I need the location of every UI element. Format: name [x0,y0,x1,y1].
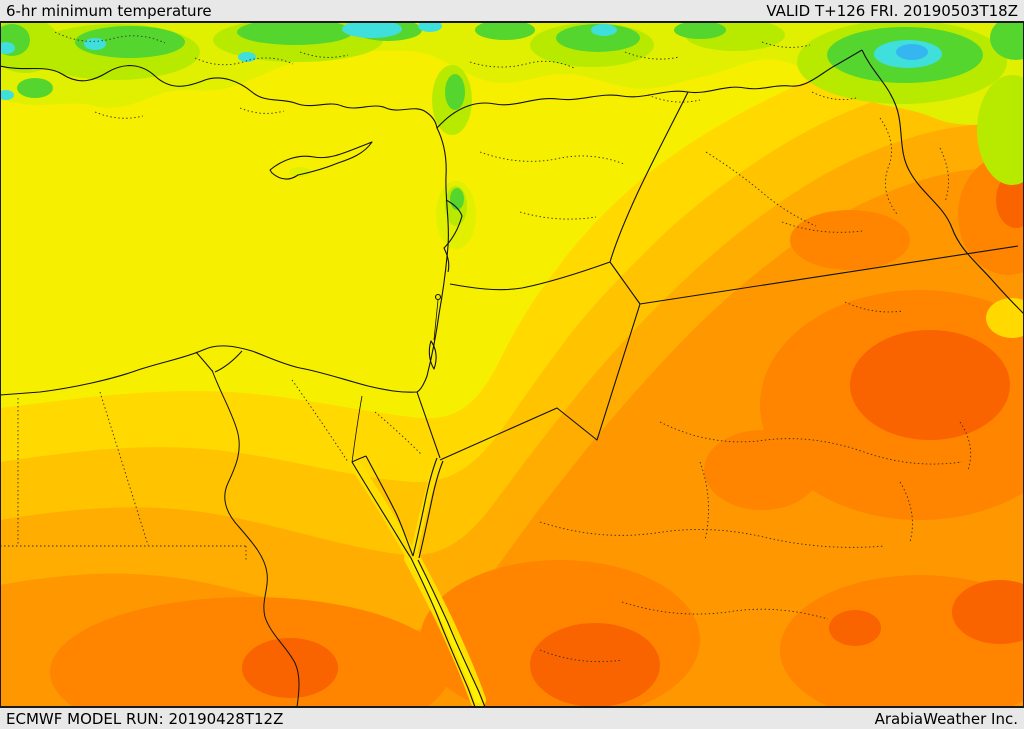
national-border-lines [416,49,1024,461]
cold-blob [556,24,640,52]
hottest-core-east-edge [996,172,1024,228]
hottest-core-saudi [850,330,1010,440]
admin-boundaries-dotted [0,31,972,663]
coldest-blob [238,52,256,62]
jordan-river [433,299,439,341]
cold-blob [75,26,185,58]
cold-blob [990,16,1024,60]
coldest-blob [84,38,106,50]
country-borders [0,49,1024,708]
hot-blob-central-iraq [790,210,910,270]
map-title: 6-hr minimum temperature [6,1,212,20]
coldest-blob [0,42,15,54]
admin-boundary-lines [0,31,972,663]
cyprus-cool-spot [289,167,311,177]
cold-blob-lebanon [450,188,464,210]
valid-time-label: VALID T+126 FRI. 20190503T18Z [766,1,1018,20]
cold-temperature-zone [0,16,1024,249]
map-footer-bar: ECMWF MODEL RUN: 20190428T12Z ArabiaWeat… [0,707,1024,729]
cold-blob [475,20,535,40]
dead-sea [428,340,437,370]
suez-canal [351,395,363,463]
hottest-core-upper-egypt [242,638,338,698]
coastline-mediterranean [0,65,449,396]
cyprus-coastline [269,141,373,180]
nile-river [195,350,300,708]
coldest-blob [342,20,402,38]
persian-gulf-cool-patch [986,298,1024,338]
coldest-blob [591,24,617,36]
coldest-blob [0,90,14,100]
cold-blob [17,78,53,98]
red-sea-coastline [351,455,486,708]
coldest-core-northeast [896,44,928,60]
cold-blob [237,19,353,45]
model-run-label: ECMWF MODEL RUN: 20190428T12Z [6,709,284,728]
temp-band-orange [0,167,1024,729]
credit-label: ArabiaWeather Inc. [874,709,1018,728]
sea-of-galilee [434,293,442,301]
gulf-of-suez-streak [348,457,418,564]
red-sea-streak-core [409,555,481,703]
cold-blob [674,21,726,39]
hottest-core-southeast [952,580,1024,644]
hottest-core-west-saudi [530,623,660,707]
warm-temperature-bands [0,40,1024,729]
cold-blob [445,74,465,110]
hottest-core-south-saudi [829,610,881,646]
cool-blob [977,75,1024,185]
hot-blob-mid-saudi [704,430,820,510]
map-header-bar: 6-hr minimum temperature VALID T+126 FRI… [0,0,1024,22]
